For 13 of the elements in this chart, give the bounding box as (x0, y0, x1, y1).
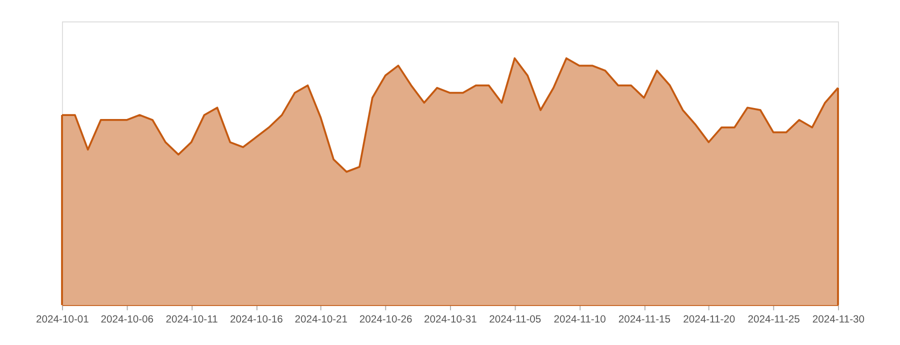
x-tick-label: 2024-11-20 (683, 314, 736, 326)
x-tick-label: 2024-10-21 (294, 314, 348, 326)
x-tick-label: 2024-10-01 (36, 314, 90, 326)
x-tick-label: 2024-10-26 (359, 314, 412, 326)
x-tick-label: 2024-11-10 (554, 314, 606, 326)
x-tick-label: 2024-11-25 (748, 314, 800, 326)
x-tick-label: 2024-11-15 (618, 314, 671, 326)
x-tick-label: 2024-10-16 (230, 314, 284, 326)
x-tick-label: 2024-10-06 (100, 314, 154, 326)
x-tick-label: 2024-11-05 (489, 314, 542, 326)
x-tick-label: 2024-11-30 (812, 314, 865, 326)
x-tick-label: 2024-10-31 (424, 314, 478, 326)
x-tick-label: 2024-10-11 (166, 314, 218, 326)
